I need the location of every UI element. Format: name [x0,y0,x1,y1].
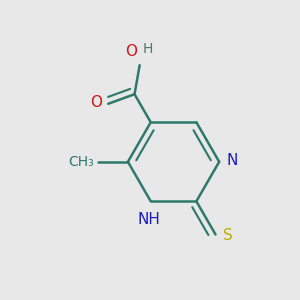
Text: CH₃: CH₃ [68,155,94,169]
Text: S: S [223,228,232,243]
Text: O: O [125,44,137,59]
Text: N: N [226,153,238,168]
Text: H: H [142,42,153,56]
Text: O: O [90,95,102,110]
Text: NH: NH [138,212,161,226]
